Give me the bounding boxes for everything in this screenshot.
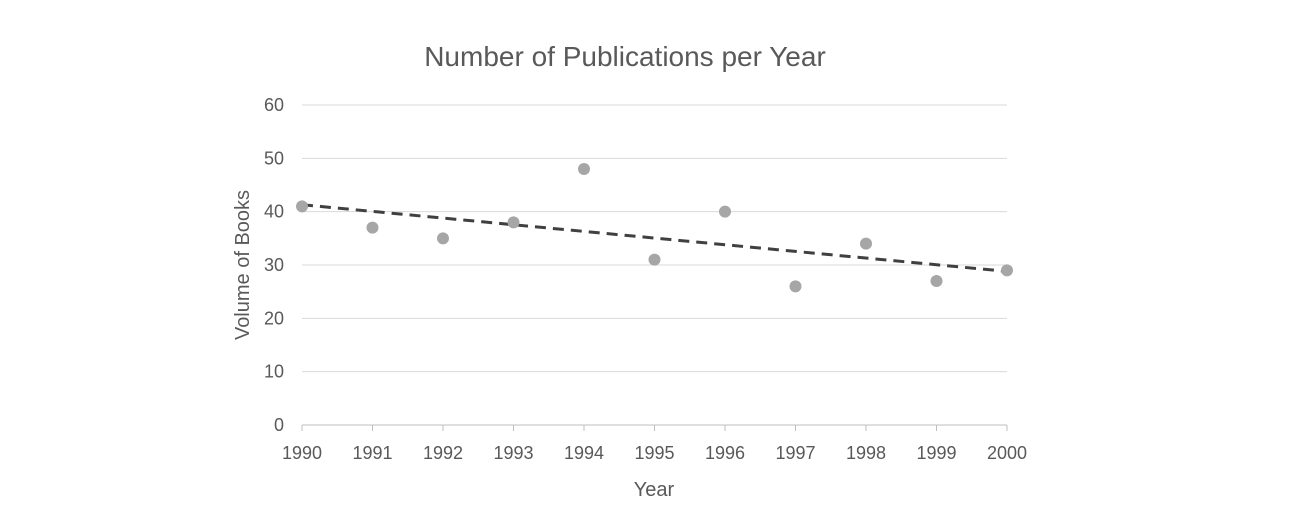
- y-tick-label-0: 0: [274, 415, 284, 435]
- y-tick-label-60: 60: [264, 95, 284, 115]
- x-tick-label-1997: 1997: [775, 443, 815, 463]
- data-point-1996: [719, 205, 731, 218]
- chart-title: Number of Publications per Year: [424, 41, 826, 72]
- x-tick-label-2000: 2000: [987, 443, 1027, 463]
- tick-labels: 0 10 20 30 40 50 60 1990 1991 1992 1993 1994 1995 199…: [264, 95, 1027, 463]
- x-tick-label-1992: 1992: [423, 443, 463, 463]
- data-point-1994: [578, 163, 590, 175]
- y-axis-title: Volume of Books: [232, 190, 254, 340]
- x-tick-label-1995: 1995: [634, 443, 674, 463]
- x-tick-label-1999: 1999: [916, 443, 956, 463]
- data-point-1993: [507, 216, 520, 229]
- x-tick-label-1993: 1993: [493, 443, 533, 463]
- x-tick-label-1996: 1996: [705, 443, 745, 463]
- x-tick-label-1990: 1990: [282, 443, 322, 463]
- trendline: [301, 203, 1008, 273]
- y-tick-label-40: 40: [264, 202, 284, 222]
- data-points: [296, 163, 1013, 293]
- data-point-2000: [1001, 264, 1013, 277]
- y-tick-label-50: 50: [264, 148, 284, 168]
- x-tick-label-1998: 1998: [846, 443, 886, 463]
- data-point-1999: [930, 275, 943, 287]
- y-tick-label-20: 20: [264, 308, 284, 328]
- data-point-1997: [789, 280, 802, 293]
- grid-lines: [302, 104, 1007, 373]
- data-point-1992: [437, 232, 449, 245]
- data-point-1995: [648, 253, 661, 266]
- data-point-1998: [860, 237, 872, 250]
- y-tick-label-30: 30: [264, 255, 284, 275]
- x-axis-title: Year: [634, 479, 675, 501]
- data-point-1990: [296, 200, 308, 213]
- data-point-1991: [366, 221, 379, 234]
- x-tick-label-1991: 1991: [352, 443, 392, 463]
- x-tick-label-1994: 1994: [564, 443, 604, 463]
- y-tick-label-10: 10: [264, 362, 284, 382]
